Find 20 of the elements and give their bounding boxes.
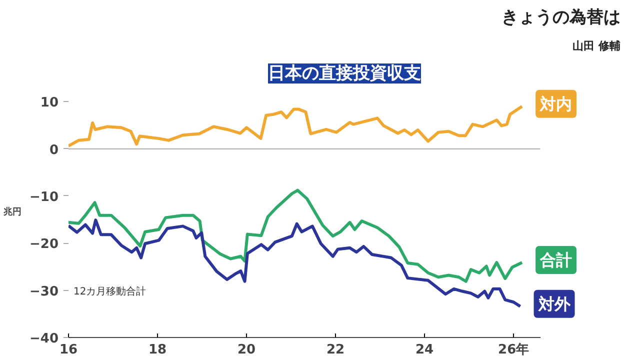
- x-tick-label: 24: [416, 342, 434, 358]
- x-tick-label: 26年: [498, 342, 530, 358]
- chart-subtitle: きょうの為替は: [502, 8, 620, 28]
- y-tick-label: 10: [40, 96, 59, 111]
- y-tick-label: −10: [30, 190, 58, 205]
- text: 山田 修輔: [572, 40, 621, 52]
- y-tick-label: −40: [30, 332, 58, 346]
- x-tick-label: 22: [326, 342, 345, 358]
- x-tick-label: 18: [148, 342, 167, 358]
- series-label: 合計: [539, 250, 572, 270]
- y-axis-title: 兆円: [2, 206, 22, 218]
- y-tick-label: −20: [30, 237, 58, 252]
- y-tick-label: −30: [30, 284, 58, 300]
- series-label: 対外: [537, 294, 572, 314]
- annotation: 12カ月移動合計: [74, 286, 146, 298]
- x-tick-label: 16: [59, 342, 78, 358]
- x-tick-label: 20: [237, 342, 256, 358]
- series-label: 対内: [539, 94, 572, 114]
- y-tick-label: 0: [49, 142, 58, 158]
- chart-title: 日本の直接投資収支: [268, 64, 421, 84]
